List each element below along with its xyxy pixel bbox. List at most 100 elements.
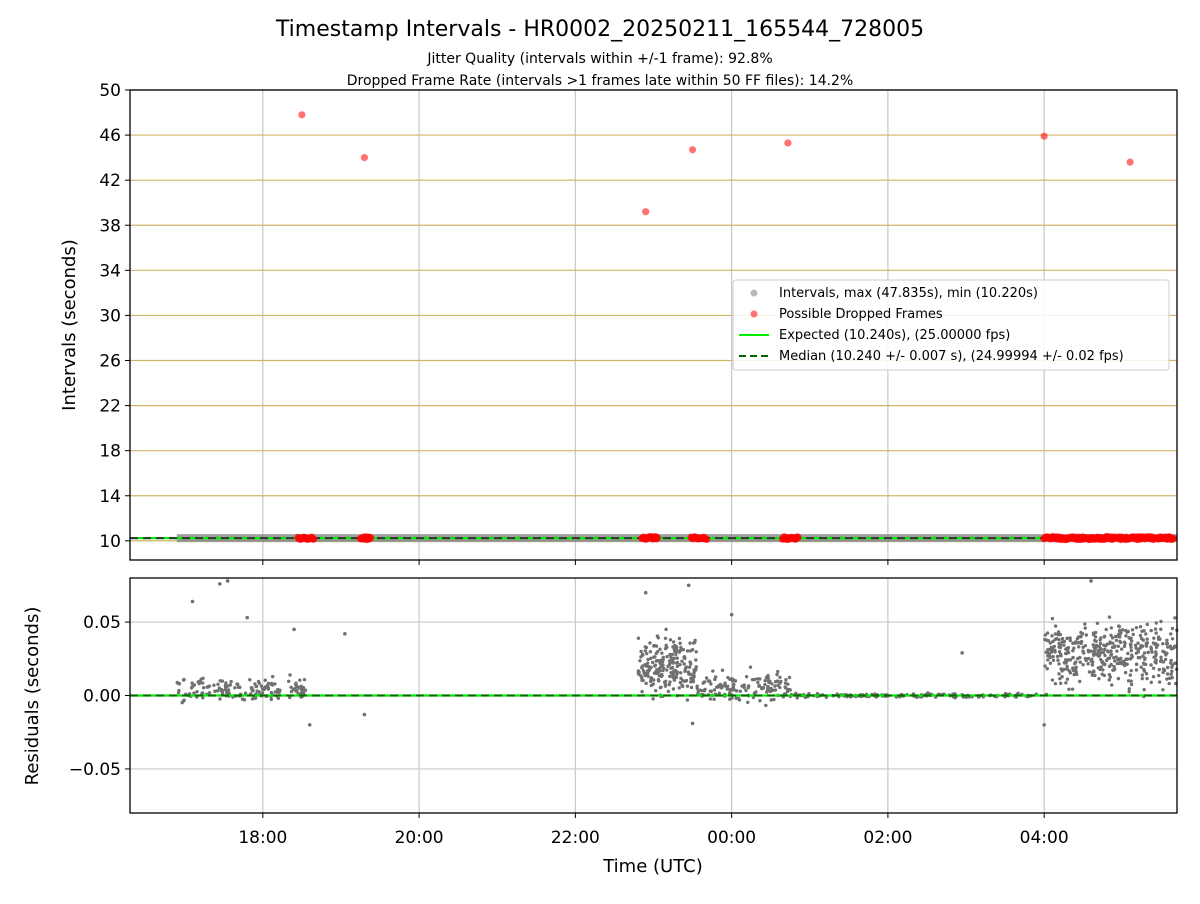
residual-point [1157,667,1161,672]
residual-point [667,682,671,687]
residual-point [768,679,772,683]
residual-point [783,685,787,689]
residual-point [201,686,206,690]
residual-point [696,691,700,696]
residual-point [1104,627,1108,632]
residual-point [1093,673,1097,678]
residual-point [1068,638,1072,643]
residual-point [1078,635,1082,639]
residual-point [270,683,275,687]
residual-point [1050,634,1054,638]
residual-point [1109,653,1113,657]
residual-point [216,682,220,687]
residual-point [1073,641,1077,645]
residual-point [712,697,716,701]
residual-point [688,641,692,645]
residual-point [1071,667,1076,671]
residual-point [687,665,692,669]
residual-point [218,679,222,683]
residual-point [661,657,665,662]
residual-point [273,690,277,694]
residual-point [1055,654,1060,659]
residual-point [1138,656,1142,660]
residual-point [728,688,732,692]
residual-point [1118,639,1122,644]
residual-point [1063,651,1068,656]
bottom-y-tick-label: −0.05 [69,760,121,780]
residual-point [1094,639,1098,644]
residual-point [1106,650,1110,654]
residual-point [686,583,691,588]
residual-point [664,643,668,648]
residual-point [1057,672,1061,676]
residual-point [709,682,713,686]
residual-point [731,685,736,689]
residual-point [1102,673,1107,678]
residual-point [1122,644,1127,649]
residual-point [1048,641,1052,645]
residual-point [645,661,650,665]
residual-point [1129,636,1133,640]
residual-point [201,696,205,700]
residual-point [189,686,194,690]
residual-point [1109,626,1114,630]
residual-point [1048,661,1053,665]
residual-point [769,698,773,702]
residual-point [794,691,798,696]
residual-point [1090,673,1095,677]
residual-point [1153,627,1158,631]
residual-point [674,652,678,657]
residual-point [684,678,689,683]
residual-point [677,636,682,641]
legend-label-expected: Expected (10.240s), (25.00000 fps) [779,328,1010,343]
residual-point [1159,655,1163,659]
residual-point [674,661,679,665]
residual-point [643,590,648,595]
residual-point [639,649,643,654]
residual-point [683,656,687,661]
residual-point [1164,642,1169,646]
residual-point [646,674,650,678]
residual-point [269,697,273,702]
residual-point [778,675,782,679]
residual-point [960,651,964,655]
residual-point [192,691,196,695]
residual-point [1133,643,1138,647]
residual-point [1116,676,1121,681]
residual-point [1056,633,1060,637]
residual-point [679,676,683,680]
residual-point [666,664,670,668]
dropped-frame-point [310,535,318,543]
residual-point [787,675,792,680]
residual-point [670,652,675,657]
residual-point [1043,633,1047,637]
residual-point [1152,636,1156,640]
residual-point [1153,660,1157,664]
residual-point [1134,668,1139,672]
residual-point [1142,687,1146,692]
residual-point [654,659,659,663]
residual-point [1112,668,1116,672]
residual-point [671,661,675,665]
residual-point [1108,641,1112,645]
residual-point [717,691,721,695]
residual-point [926,691,930,695]
residual-point [1099,647,1103,652]
residual-point [1108,675,1113,679]
residual-point [1141,661,1146,665]
residual-point [1165,638,1169,643]
residual-point [1087,670,1092,674]
residual-point [680,684,685,689]
residual-point [680,659,684,663]
dropped-frame-point [642,208,650,216]
residual-point [1053,681,1058,686]
residual-point [1081,645,1085,649]
residual-point [1060,675,1064,679]
residual-point [1136,641,1140,645]
residual-point [1083,622,1087,626]
residual-point [1129,645,1133,649]
residual-point [649,676,653,681]
residual-point [641,678,645,683]
residual-point [694,658,698,662]
residual-point [1119,656,1123,661]
